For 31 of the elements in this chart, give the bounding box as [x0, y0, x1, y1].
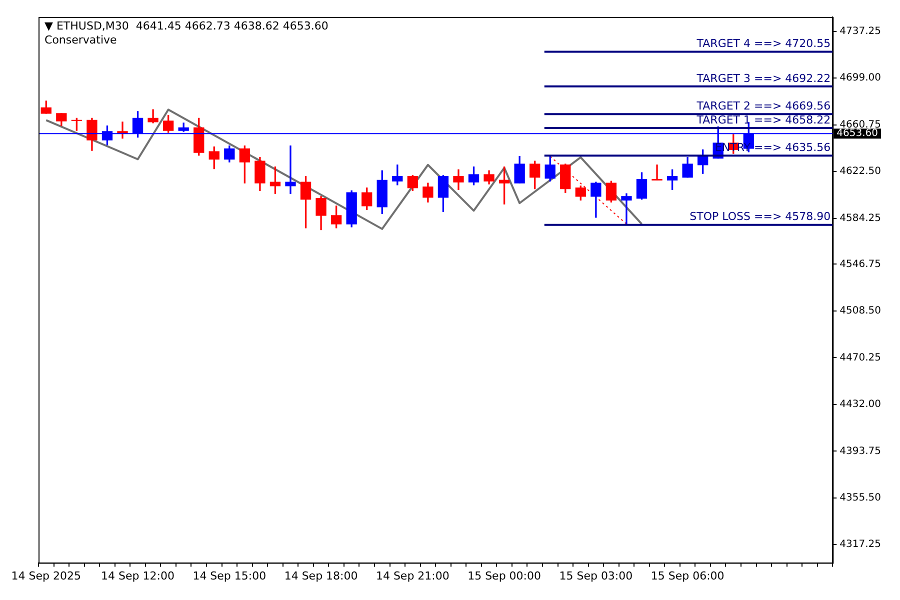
y-tick-label: 4355.50 [840, 492, 882, 504]
ref-line-label: 4653.60 [836, 128, 878, 140]
x-tick-label: 14 Sep 12:00 [101, 569, 174, 582]
ref-line-label: STOP LOSS ==> 4578.90 [690, 210, 831, 224]
x-tick-label: 15 Sep 00:00 [468, 569, 542, 582]
x-tick-label: 14 Sep 21:00 [376, 569, 450, 582]
y-tick-label: 4470.25 [840, 352, 882, 364]
x-tick-label: 14 Sep 18:00 [284, 569, 358, 582]
x-tick-label: 14 Sep 2025 [11, 569, 82, 582]
y-tick-label: 4546.75 [840, 258, 882, 270]
y-tick-label: 4432.00 [840, 399, 882, 410]
ref-line-label: TARGET 1 ==> 4658.22 [696, 113, 831, 126]
y-tick-label: 4393.75 [840, 446, 882, 457]
y-tick-label: 4622.50 [840, 166, 882, 178]
candlestick [652, 164, 662, 180]
x-tick-label: 15 Sep 06:00 [650, 569, 724, 582]
candlestick [285, 145, 296, 194]
y-tick-label: 4699.00 [840, 72, 882, 84]
ref-line-label: TARGET 4 ==> 4720.55 [696, 37, 831, 50]
candlestick [621, 193, 632, 224]
y-tick-label: 4584.25 [840, 212, 882, 224]
chart-title: ▼ ETHUSD,M30 4641.45 4662.73 4638.62 4653.60 [44, 19, 328, 32]
y-tick-label: 4317.25 [840, 539, 882, 550]
ref-line-label: ENTRY ==> 4635.56 [714, 140, 831, 154]
ref-line-label: TARGET 2 ==> 4669.56 [696, 99, 831, 112]
x-tick-label: 14 Sep 15:00 [192, 569, 266, 582]
text: Conservative [44, 33, 118, 46]
y-tick-label: 4508.50 [840, 306, 882, 317]
x-tick-label: 15 Sep 03:00 [559, 569, 633, 582]
ref-line-label: TARGET 3 ==> 4692.22 [696, 72, 831, 85]
y-tick-label: 4737.25 [840, 26, 882, 37]
